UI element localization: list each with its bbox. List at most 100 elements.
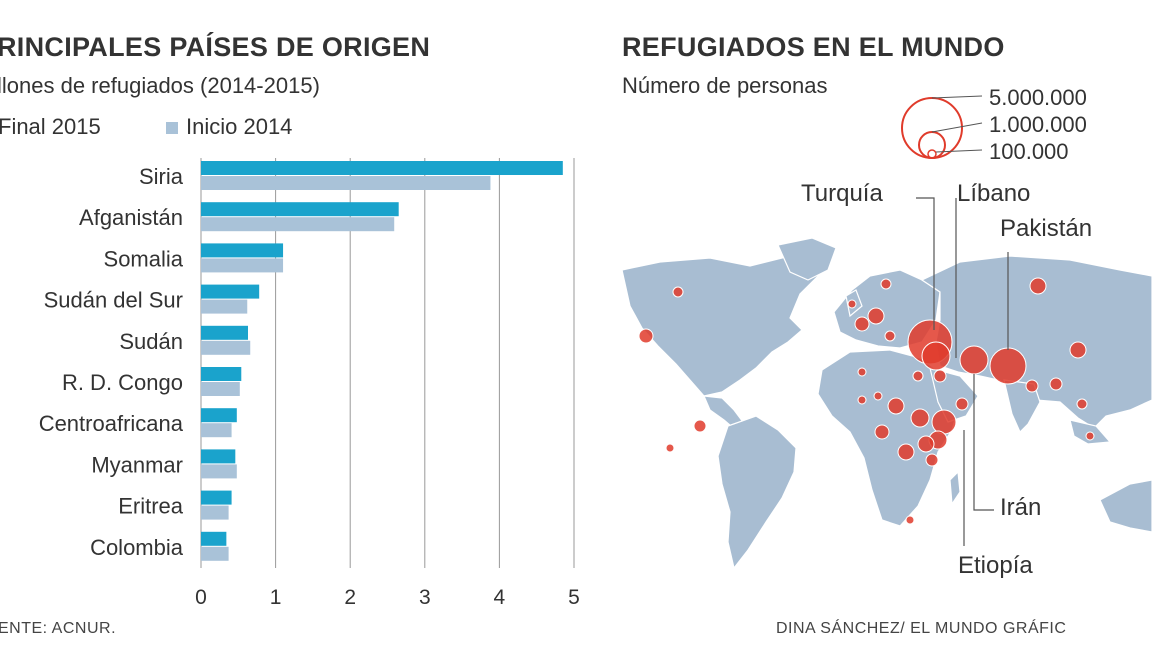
x-tick-label: 4 — [494, 586, 506, 609]
north-america — [621, 249, 821, 397]
category-label: Siria — [139, 164, 184, 189]
x-tick-label: 1 — [270, 586, 282, 609]
bubble-algeria — [857, 367, 867, 377]
category-label: Myanmar — [91, 452, 183, 477]
callout-iran: Irán — [1000, 494, 1042, 521]
bubble-egypt — [912, 370, 924, 382]
bubble-uganda — [917, 435, 935, 453]
bubble-bangladesh — [1049, 377, 1063, 391]
bubble-china — [1069, 341, 1087, 359]
bar-final-2015 — [201, 408, 237, 423]
bubble-thailand — [1076, 398, 1088, 410]
category-label: Sudán del Sur — [44, 288, 183, 313]
bubble-south-africa — [905, 515, 915, 525]
bar-inicio-2014 — [201, 258, 284, 273]
turkey-leader — [916, 197, 935, 330]
callout-etiopia: Etiopía — [958, 552, 1033, 579]
madagascar — [949, 470, 961, 506]
bar-inicio-2014 — [201, 464, 237, 479]
legend-inicio: Inicio 2014 — [166, 114, 292, 140]
greenland — [777, 237, 837, 281]
bar-final-2015 — [201, 449, 236, 464]
bubble-drc — [897, 443, 915, 461]
bar-inicio-2014 — [201, 423, 232, 438]
bar-inicio-2014 — [201, 217, 395, 232]
map-subtitle: Número de personas — [622, 73, 828, 98]
legend-final: Final 2015 — [0, 114, 101, 140]
legend-inicio-label: Inicio 2014 — [186, 114, 293, 139]
bubble-cameroon — [874, 424, 890, 440]
bubble-france — [854, 316, 870, 332]
scale-label-100k: 100.000 — [989, 139, 1069, 164]
bar-chart-subtitle: llones de refugiados (2014-2015) — [0, 73, 320, 98]
x-tick-label: 2 — [344, 586, 356, 609]
bubble-malaysia — [1085, 431, 1095, 441]
australia — [1099, 479, 1152, 533]
legend-final-label: Final 2015 — [0, 114, 101, 139]
callout-libano: Líbano — [957, 180, 1031, 207]
bubble-mali — [857, 395, 867, 405]
bar-inicio-2014 — [201, 505, 229, 520]
bar-chart: 0 1 2 3 4 5 Siria Afganistán Somalia Sudán del Su… — [39, 158, 580, 609]
bar-inicio-2014 — [201, 299, 248, 314]
bubble-lebanon — [921, 341, 951, 371]
scale-label-1m: 1.000.000 — [989, 112, 1087, 137]
bubble-ecuador — [693, 419, 707, 433]
bar-final-2015 — [201, 161, 563, 175]
callout-lines — [916, 197, 1009, 546]
credit-note: DINA SÁNCHEZ/ EL MUNDO GRÁFIC — [776, 620, 1067, 637]
bubble-pakistan — [989, 347, 1027, 385]
bubble-ethiopia — [931, 409, 957, 435]
bubble-venezuela — [665, 443, 675, 453]
bubble-chad — [887, 397, 905, 415]
callout-pakistan: Pakistán — [1000, 215, 1093, 242]
category-label: Sudán — [119, 329, 183, 354]
bubble-jordan — [933, 369, 947, 383]
bar-final-2015 — [201, 202, 399, 217]
bubble-sudan — [910, 408, 930, 428]
bubble-india — [1025, 379, 1039, 393]
x-tick-label: 5 — [568, 586, 580, 609]
category-label: Colombia — [90, 535, 184, 560]
bar-final-2015 — [201, 531, 227, 546]
bar-inicio-2014 — [201, 176, 491, 190]
category-label: Somalia — [104, 246, 184, 271]
bar-final-2015 — [201, 367, 242, 381]
bubble-canada — [672, 286, 684, 298]
category-label: Centroafricana — [39, 411, 184, 436]
legend-leader-100k — [935, 149, 983, 153]
bar-inicio-2014 — [201, 340, 251, 355]
legend-leader-1m — [931, 122, 983, 133]
bubble-yemen — [955, 397, 969, 411]
size-legend — [901, 95, 983, 159]
bubble-tanzania — [925, 453, 939, 467]
bubble-germany — [867, 307, 885, 325]
world-map — [621, 95, 1152, 570]
legend-leader-5m — [931, 95, 983, 99]
legend-circle-100k — [927, 149, 937, 159]
category-label: Afganistán — [79, 205, 183, 230]
x-tick-label: 3 — [419, 586, 431, 609]
legend-inicio-swatch — [166, 122, 178, 135]
category-label: Eritrea — [118, 494, 184, 519]
bubble-italy — [884, 330, 896, 342]
bubble-uk — [847, 299, 857, 309]
bar-final-2015 — [201, 490, 232, 505]
legend-circle-1m — [918, 131, 946, 159]
south-america — [717, 415, 797, 570]
iran-leader — [973, 374, 994, 511]
x-tick-label: 0 — [195, 586, 207, 609]
bubble-usa — [638, 328, 654, 344]
bubble-sweden — [880, 278, 892, 290]
bar-chart-title: RINCIPALES PAÍSES DE ORIGEN — [0, 32, 431, 62]
bubble-niger — [873, 391, 883, 401]
bubble-russia — [1029, 277, 1047, 295]
bar-final-2015 — [201, 284, 260, 299]
source-note: ENTE: ACNUR. — [0, 620, 117, 637]
bubble-iran — [959, 345, 989, 375]
category-label: R. D. Congo — [62, 370, 183, 395]
bar-inicio-2014 — [201, 546, 229, 561]
bar-final-2015 — [201, 243, 284, 258]
scale-label-5m: 5.000.000 — [989, 85, 1087, 110]
bar-final-2015 — [201, 325, 248, 340]
